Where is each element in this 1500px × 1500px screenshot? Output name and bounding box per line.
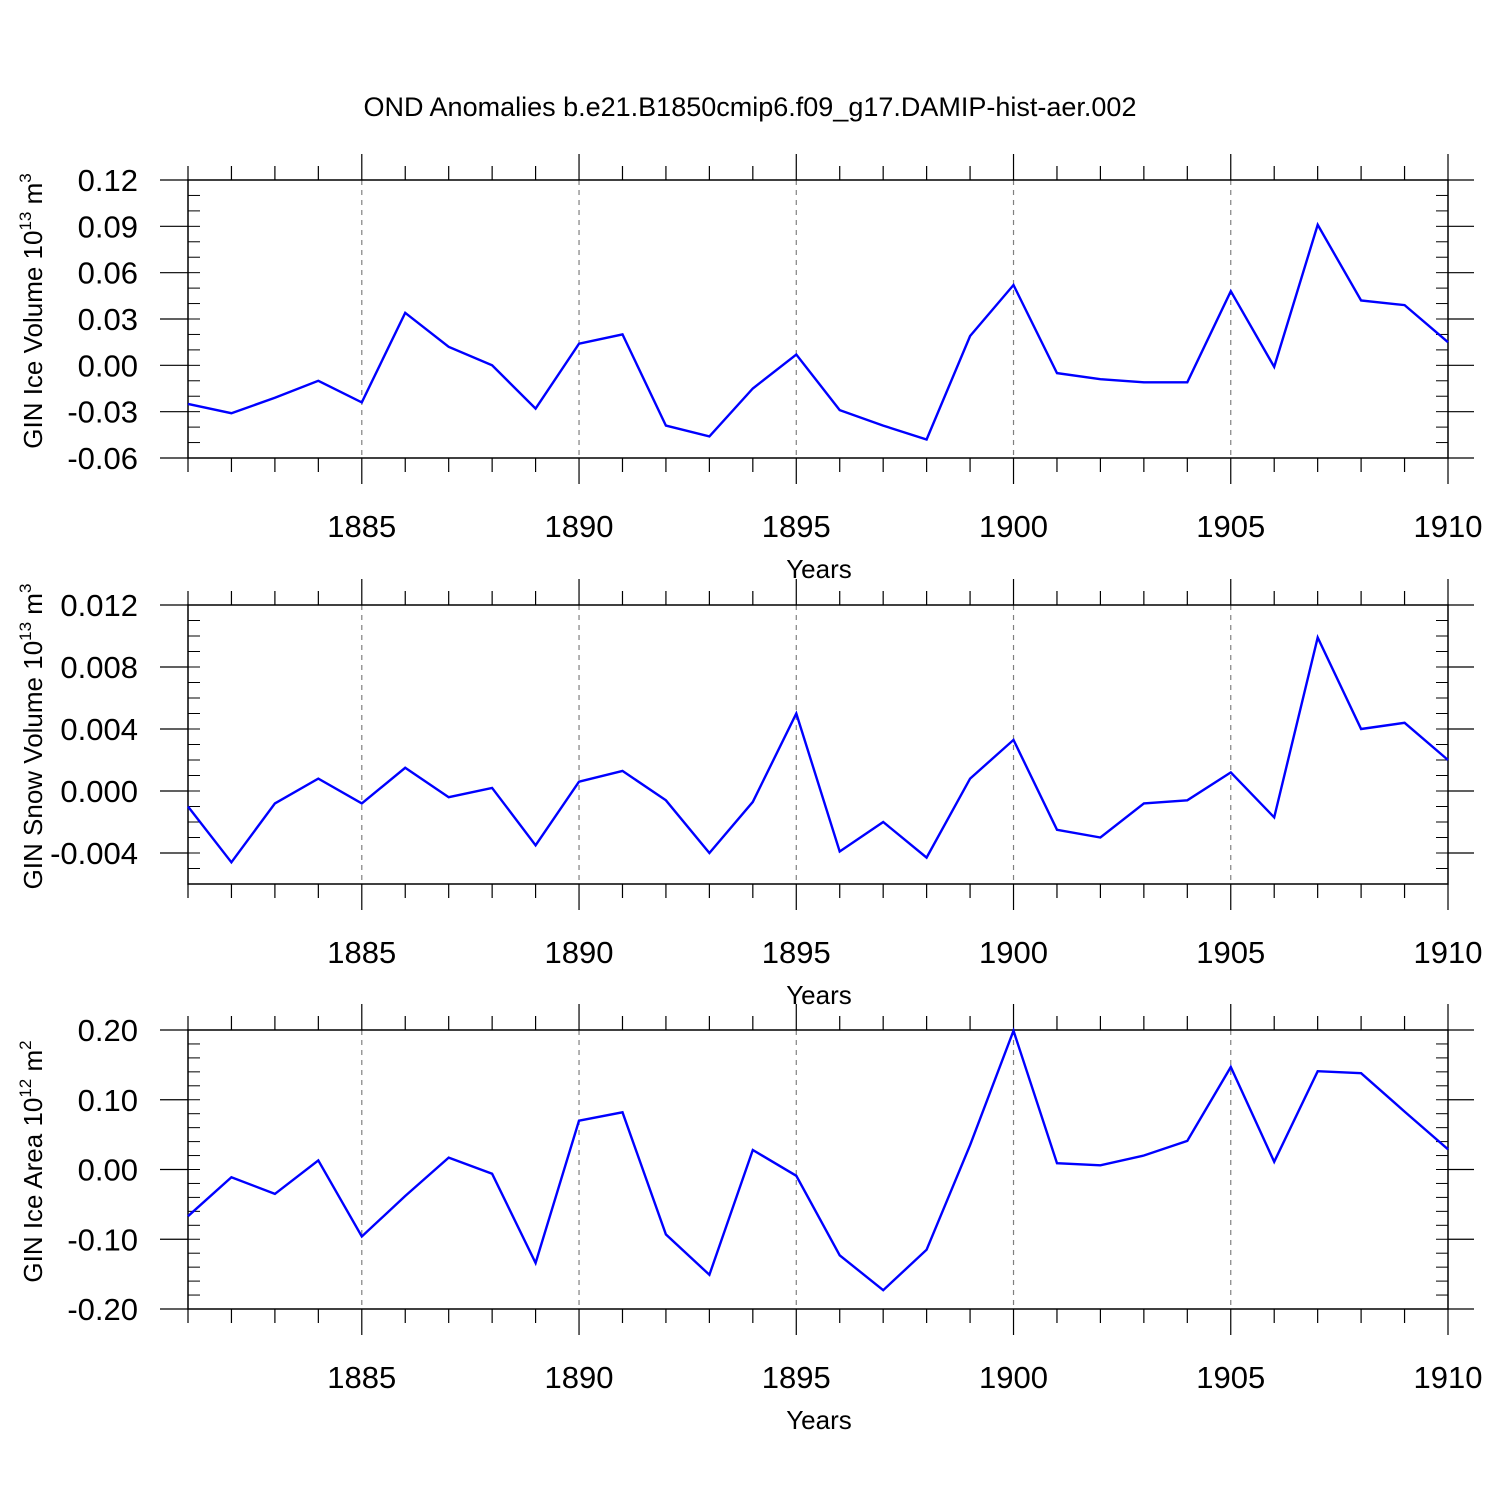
plot-frame bbox=[187, 179, 1449, 459]
y-tick-label: -0.004 bbox=[50, 836, 138, 871]
y-tick-label: -0.06 bbox=[67, 441, 138, 476]
x-tick-label: 1885 bbox=[327, 935, 396, 970]
x-axis-title: Years bbox=[786, 554, 852, 584]
x-tick-label: 1905 bbox=[1196, 1360, 1265, 1395]
x-tick-label: 1900 bbox=[979, 1360, 1048, 1395]
y-tick-label: 0.00 bbox=[78, 1153, 138, 1188]
y-tick-label: 0.10 bbox=[78, 1083, 138, 1118]
x-tick-label: 1890 bbox=[545, 509, 614, 544]
x-tick-label: 1890 bbox=[545, 935, 614, 970]
y-tick-label: -0.03 bbox=[67, 395, 138, 430]
x-tick-label: 1885 bbox=[327, 509, 396, 544]
y-tick-label: -0.10 bbox=[67, 1222, 138, 1257]
plot-frame bbox=[187, 1029, 1449, 1310]
x-axis-title: Years bbox=[786, 1405, 852, 1435]
y-tick-label: 0.09 bbox=[78, 209, 138, 244]
y-tick-label: -0.20 bbox=[67, 1292, 138, 1327]
x-tick-label: 1895 bbox=[762, 935, 831, 970]
x-tick-label: 1905 bbox=[1196, 935, 1265, 970]
x-tick-label: 1900 bbox=[979, 509, 1048, 544]
series-line-ice-volume bbox=[187, 221, 1449, 441]
y-tick-label: 0.20 bbox=[78, 1013, 138, 1048]
x-tick-label: 1895 bbox=[762, 509, 831, 544]
y-tick-label: 0.008 bbox=[60, 650, 138, 685]
y-tick-label: 0.00 bbox=[78, 348, 138, 383]
y-axis-title: GIN Ice Area 1012 m2 bbox=[16, 1040, 48, 1282]
panel-ice-area: -0.20 -0.10 0.00 0.10 0.20 1885 1890 1895 1900 19… bbox=[16, 1004, 1482, 1435]
x-tick-label: 1885 bbox=[327, 1360, 396, 1395]
x-tick-label: 1895 bbox=[762, 1360, 831, 1395]
x-tick-label: 1910 bbox=[1414, 1360, 1483, 1395]
plot-frame bbox=[187, 604, 1449, 885]
y-axis-title: GIN Snow Volume 1013 m3 bbox=[16, 584, 48, 890]
x-tick-label: 1905 bbox=[1196, 509, 1265, 544]
y-tick-label: 0.012 bbox=[60, 588, 138, 623]
y-tick-label: 0.004 bbox=[60, 712, 138, 747]
y-tick-label: 0.12 bbox=[78, 163, 138, 198]
panel-ice-volume: -0.06 -0.03 0.00 0.03 0.06 0.09 0.12 1885 1890 18… bbox=[16, 154, 1482, 584]
chart-title: OND Anomalies b.e21.B1850cmip6.f09_g17.D… bbox=[364, 92, 1137, 122]
panel-snow-volume: -0.004 0.000 0.004 0.008 0.012 1885 1890 1895 19… bbox=[16, 579, 1482, 1010]
y-tick-label: 0.000 bbox=[60, 774, 138, 809]
x-tick-label: 1890 bbox=[545, 1360, 614, 1395]
x-tick-label: 1900 bbox=[979, 935, 1048, 970]
x-axis-title: Years bbox=[786, 980, 852, 1010]
y-tick-label: 0.06 bbox=[78, 256, 138, 291]
y-axis-title: GIN Ice Volume 1013 m3 bbox=[16, 173, 48, 449]
y-tick-label: 0.03 bbox=[78, 302, 138, 337]
x-tick-label: 1910 bbox=[1414, 935, 1483, 970]
series-line-ice-area bbox=[187, 1027, 1449, 1292]
panels: -0.06 -0.03 0.00 0.03 0.06 0.09 0.12 1885 1890 18… bbox=[16, 154, 1482, 1435]
x-tick-label: 1910 bbox=[1414, 509, 1483, 544]
series-line-snow-volume bbox=[187, 633, 1449, 865]
